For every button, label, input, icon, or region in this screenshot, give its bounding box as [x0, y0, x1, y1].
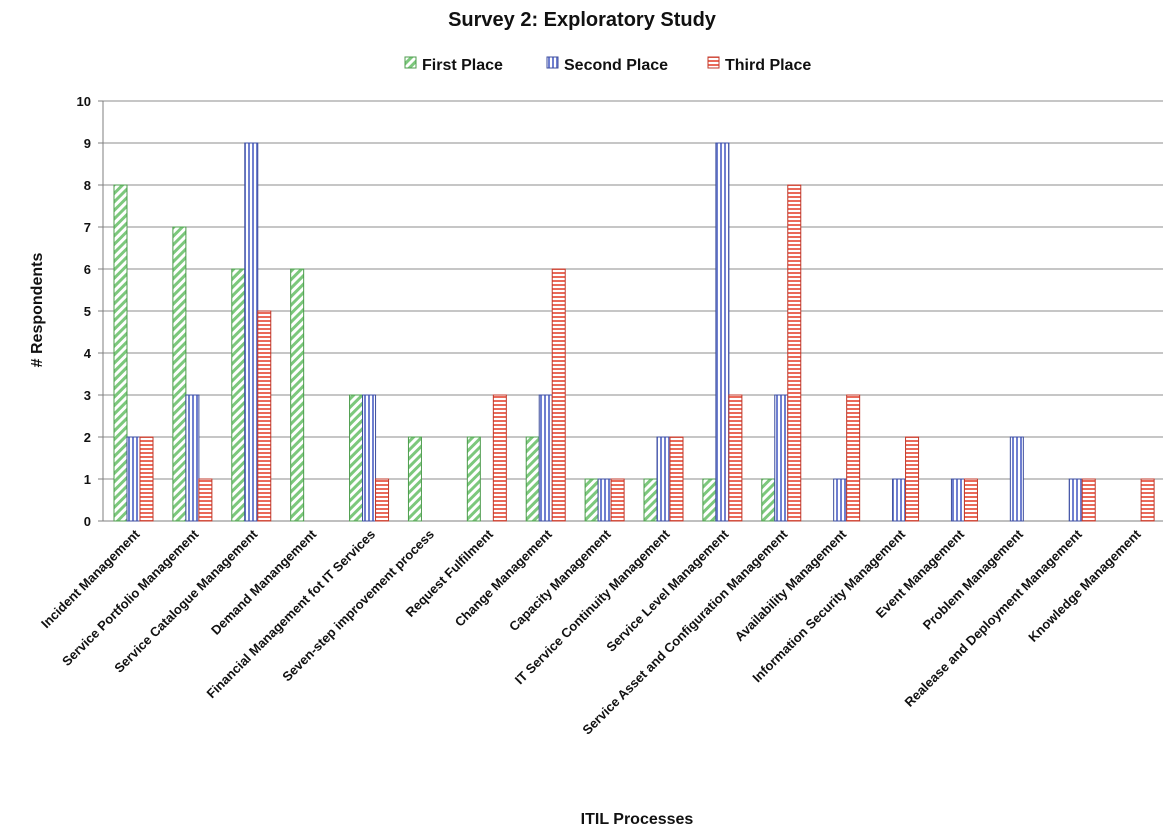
bar-third-place [728, 394, 743, 522]
bar-third-place [963, 478, 978, 522]
legend-swatch [404, 56, 417, 69]
bar-first-place [349, 394, 364, 522]
bar-first-place [172, 226, 187, 522]
x-category-label: Demand Manangement [208, 526, 320, 638]
y-tick-label: 9 [84, 136, 91, 151]
bar-third-place [787, 184, 802, 522]
y-axis-ticks: 0 1 2 3 4 5 6 7 8 9 10 [77, 94, 92, 529]
legend-swatch [707, 56, 720, 69]
bar-first-place [290, 268, 305, 522]
bar-third-place [257, 310, 272, 522]
bar-third-place [905, 436, 920, 522]
bar-second-place [1068, 478, 1083, 522]
chart-title: Survey 2: Exploratory Study [448, 9, 717, 31]
bar-third-place [846, 394, 861, 522]
bar-second-place [538, 394, 553, 522]
x-category-label: Capacity Management [506, 526, 614, 634]
bar-third-place [1081, 478, 1096, 522]
bar-first-place [113, 184, 128, 522]
gridlines [98, 100, 1163, 522]
bar-first-place [231, 268, 246, 522]
bar-first-place [643, 478, 658, 522]
bar-third-place [375, 478, 390, 522]
x-category-label: Incident Management [38, 526, 143, 631]
bar-second-place [1009, 436, 1024, 522]
bar-second-place [656, 436, 671, 522]
y-axis-title: # Respondents [29, 253, 46, 368]
bar-second-place [597, 478, 612, 522]
bar-third-place [139, 436, 154, 522]
legend-label: Third Place [725, 57, 811, 74]
x-category-label: Service Level Management [603, 526, 732, 655]
y-tick-label: 4 [84, 346, 92, 361]
y-tick-label: 1 [84, 472, 91, 487]
bar-first-place [761, 478, 776, 522]
bar-second-place [892, 478, 907, 522]
legend-swatch [546, 56, 559, 69]
bar-third-place [551, 268, 566, 522]
bar-third-place [669, 436, 684, 522]
bar-first-place [702, 478, 717, 522]
bar-third-place [492, 394, 507, 522]
bar-first-place [466, 436, 481, 522]
x-category-label: Knowledge Management [1025, 526, 1144, 645]
y-tick-label: 10 [77, 94, 91, 109]
bar-second-place [774, 394, 789, 522]
bar-second-place [362, 394, 377, 522]
y-tick-label: 8 [84, 178, 91, 193]
x-category-label: Service Asset and Configuration Manageme… [579, 526, 790, 737]
bar-first-place [525, 436, 540, 522]
bar-second-place [185, 394, 200, 522]
y-tick-label: 2 [84, 430, 91, 445]
x-category-label: Problem Management [920, 526, 1027, 633]
y-tick-label: 7 [84, 220, 91, 235]
bar-second-place [126, 436, 141, 522]
bar-third-place [198, 478, 213, 522]
x-category-label: Change Management [452, 526, 556, 630]
x-category-label: Availability Management [732, 526, 850, 644]
legend: First Place Second Place Third Place [404, 56, 811, 74]
legend-label: First Place [422, 57, 503, 74]
y-tick-label: 0 [84, 514, 91, 529]
bar-third-place [1140, 478, 1155, 522]
y-tick-label: 6 [84, 262, 91, 277]
bar-second-place [833, 478, 848, 522]
bar-third-place [610, 478, 625, 522]
bar-second-place [950, 478, 965, 522]
bar-second-place [715, 142, 730, 522]
y-tick-label: 5 [84, 304, 91, 319]
legend-label: Second Place [564, 57, 668, 74]
bar-first-place [407, 436, 422, 522]
bar-first-place [584, 478, 599, 522]
bar-second-place [244, 142, 259, 522]
bars [113, 142, 1155, 522]
y-tick-label: 3 [84, 388, 91, 403]
x-axis-title: ITIL Processes [581, 811, 694, 828]
